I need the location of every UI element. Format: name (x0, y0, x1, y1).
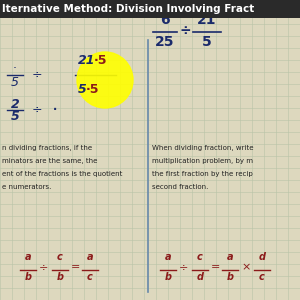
Text: a: a (165, 252, 171, 262)
Text: 25: 25 (155, 35, 175, 49)
Text: c: c (197, 252, 203, 262)
Text: ÷: ÷ (179, 24, 191, 38)
Text: lternative Method: Division Involving Fract: lternative Method: Division Involving Fr… (2, 4, 254, 14)
Text: n dividing fractions, if the: n dividing fractions, if the (2, 145, 92, 151)
Text: a: a (227, 252, 233, 262)
Text: d: d (196, 272, 203, 282)
Text: multiplication problem, by m: multiplication problem, by m (152, 158, 253, 164)
Text: ×: × (241, 262, 251, 272)
Text: ÷: ÷ (32, 103, 42, 116)
Text: ·5: ·5 (94, 54, 107, 67)
Text: b: b (164, 272, 172, 282)
Bar (0, 0, 300, 18)
Text: d: d (259, 252, 266, 262)
Text: c: c (87, 272, 93, 282)
Text: =: = (211, 262, 221, 272)
Text: minators are the same, the: minators are the same, the (2, 158, 98, 164)
Text: ent of the fractions is the quotient: ent of the fractions is the quotient (2, 171, 122, 177)
Text: ·5: ·5 (86, 83, 100, 96)
Text: 21: 21 (78, 54, 95, 67)
Text: 5: 5 (78, 83, 87, 96)
Text: a: a (87, 252, 93, 262)
Text: b: b (25, 272, 32, 282)
Text: 5: 5 (11, 76, 19, 88)
Text: 5: 5 (202, 35, 212, 49)
Text: ·: · (52, 100, 58, 119)
Text: 6: 6 (160, 13, 170, 27)
Text: 5: 5 (11, 110, 20, 124)
Text: a: a (25, 252, 31, 262)
Text: =: = (71, 262, 81, 272)
Text: c: c (57, 252, 63, 262)
Text: e numerators.: e numerators. (2, 184, 51, 190)
Text: second fraction.: second fraction. (152, 184, 208, 190)
Text: b: b (226, 272, 233, 282)
Text: 2: 2 (11, 98, 20, 110)
Text: ÷: ÷ (179, 262, 189, 272)
Text: ÷: ÷ (39, 262, 49, 272)
Text: When dividing fraction, write: When dividing fraction, write (152, 145, 254, 151)
Text: the first fraction by the recip: the first fraction by the recip (152, 171, 253, 177)
Text: ÷: ÷ (32, 68, 42, 82)
Circle shape (77, 52, 133, 108)
Text: b: b (56, 272, 64, 282)
Text: ·: · (13, 62, 17, 76)
Text: c: c (259, 272, 265, 282)
Text: 21: 21 (197, 13, 217, 27)
